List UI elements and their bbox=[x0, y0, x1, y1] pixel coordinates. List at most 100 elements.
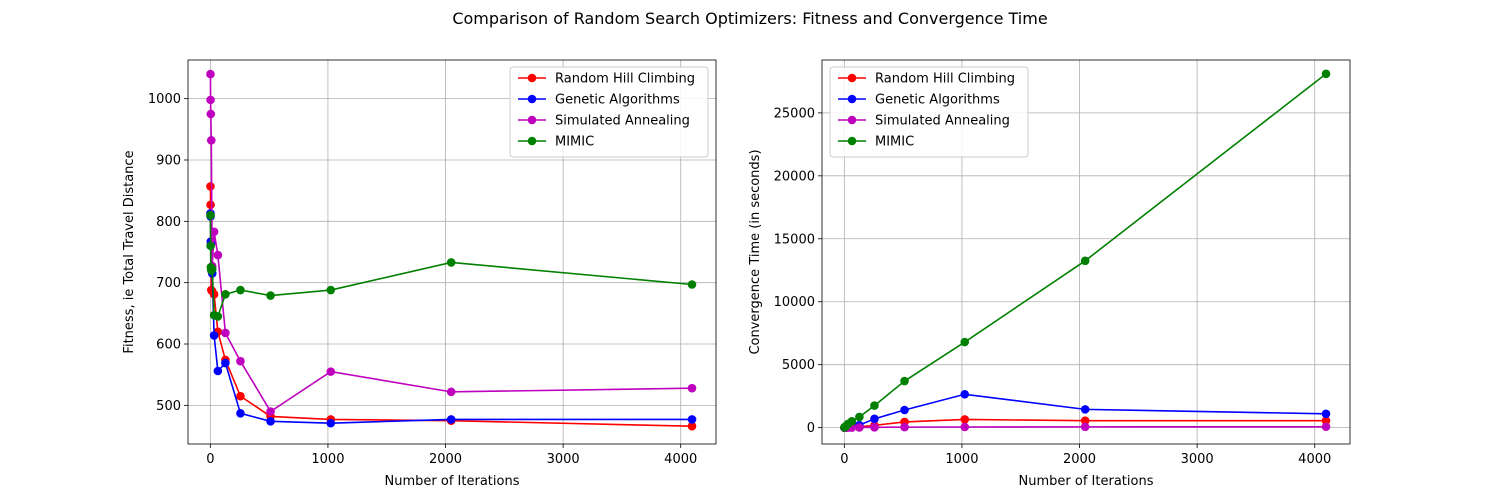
data-point bbox=[960, 337, 970, 347]
data-point bbox=[236, 391, 245, 401]
data-point bbox=[206, 241, 215, 251]
legend-marker bbox=[847, 73, 857, 83]
data-point bbox=[960, 389, 970, 399]
data-point bbox=[326, 367, 336, 376]
data-point bbox=[960, 415, 970, 424]
axes-frame bbox=[821, 59, 1351, 445]
y-tick-label: 500 bbox=[156, 399, 181, 414]
data-point bbox=[1321, 422, 1331, 432]
legend-item-mimic: MIMIC bbox=[838, 135, 914, 150]
data-point bbox=[960, 422, 970, 432]
y-tick-label: 0 bbox=[807, 421, 815, 436]
data-point bbox=[687, 415, 697, 424]
data-point bbox=[209, 331, 219, 340]
y-tick-label: 800 bbox=[156, 215, 181, 230]
figure-title: Comparison of Random Search Optimizers: … bbox=[452, 9, 1047, 28]
legend-label: Simulated Annealing bbox=[555, 114, 690, 129]
data-point bbox=[326, 418, 336, 428]
legend-item-random-hill-climbing: Random Hill Climbing bbox=[518, 72, 695, 87]
data-point bbox=[209, 227, 219, 237]
data-point bbox=[206, 136, 216, 145]
x-tick-label: 3000 bbox=[1181, 452, 1214, 467]
y-tick-label: 700 bbox=[156, 276, 181, 291]
data-point bbox=[236, 285, 245, 295]
legend-marker bbox=[847, 115, 857, 125]
y-tick-label: 600 bbox=[156, 338, 181, 353]
legend: Random Hill Climbing Genetic Algorithms Si… bbox=[509, 66, 709, 158]
axes-frame bbox=[187, 59, 717, 445]
y-tick-label: 20000 bbox=[774, 169, 815, 184]
data-point bbox=[1080, 416, 1090, 426]
legend-label: Simulated Annealing bbox=[875, 114, 1010, 129]
y-tick-label: 900 bbox=[156, 153, 181, 168]
data-point bbox=[209, 290, 219, 299]
legend-marker bbox=[527, 73, 537, 83]
legend-item-genetic-algorithms: Genetic Algorithms bbox=[518, 93, 680, 108]
data-point bbox=[870, 414, 879, 424]
data-point bbox=[1321, 416, 1331, 426]
legend-item-simulated-annealing: Simulated Annealing bbox=[518, 114, 690, 129]
x-tick-label: 1000 bbox=[945, 452, 978, 467]
data-point bbox=[206, 69, 215, 79]
data-point bbox=[206, 200, 215, 210]
data-point bbox=[687, 383, 697, 393]
data-point bbox=[206, 210, 215, 220]
legend-marker bbox=[527, 136, 537, 146]
data-point bbox=[900, 422, 909, 432]
data-point bbox=[266, 407, 275, 416]
data-point bbox=[213, 366, 223, 376]
data-point bbox=[900, 376, 909, 386]
data-point bbox=[687, 280, 697, 289]
data-point bbox=[870, 423, 879, 432]
y-tick-label: 25000 bbox=[774, 106, 815, 121]
data-point bbox=[266, 291, 275, 300]
y-tick-label: 1000 bbox=[148, 92, 181, 107]
data-point bbox=[1321, 69, 1331, 79]
legend-label: Random Hill Climbing bbox=[875, 72, 1015, 87]
legend-label: MIMIC bbox=[875, 135, 914, 150]
fitness-chart: 0 1000 2000 3000 4000 500 600 700 800 900 1000 Numb… bbox=[122, 59, 717, 489]
legend-marker bbox=[527, 94, 537, 104]
y-tick-label: 10000 bbox=[774, 295, 815, 310]
data-point bbox=[847, 417, 857, 426]
data-point bbox=[687, 421, 697, 431]
legend-box bbox=[509, 66, 709, 158]
legend-marker bbox=[847, 136, 857, 146]
data-point bbox=[206, 95, 215, 105]
legend-marker bbox=[847, 94, 857, 104]
y-tick-label: 5000 bbox=[782, 358, 815, 373]
legend-label: Genetic Algorithms bbox=[555, 93, 680, 108]
data-point bbox=[446, 387, 456, 397]
y-axis-label: Convergence Time (in seconds) bbox=[748, 149, 763, 354]
data-point bbox=[206, 109, 216, 119]
x-tick-label: 2000 bbox=[429, 452, 462, 467]
x-tick-label: 3000 bbox=[547, 452, 580, 467]
legend-label: Random Hill Climbing bbox=[555, 72, 695, 87]
data-point bbox=[326, 285, 336, 295]
legend-box bbox=[829, 66, 1029, 158]
data-point bbox=[236, 409, 245, 418]
x-tick-label: 2000 bbox=[1063, 452, 1096, 467]
legend-item-random-hill-climbing: Random Hill Climbing bbox=[838, 72, 1015, 87]
legend: Random Hill Climbing Genetic Algorithms Si… bbox=[829, 66, 1029, 158]
data-point bbox=[870, 401, 879, 410]
x-tick-label: 4000 bbox=[1298, 452, 1331, 467]
data-point bbox=[1080, 256, 1090, 266]
series-mimic bbox=[840, 69, 1331, 432]
data-point bbox=[1080, 422, 1090, 432]
y-axis-label: Fitness, ie Total Travel Distance bbox=[122, 150, 137, 353]
data-point bbox=[221, 328, 230, 338]
data-point bbox=[221, 358, 230, 368]
y-tick-label: 15000 bbox=[774, 232, 815, 247]
x-tick-label: 1000 bbox=[311, 452, 344, 467]
data-point bbox=[213, 312, 223, 321]
x-tick-label: 0 bbox=[840, 452, 848, 467]
data-point bbox=[446, 415, 456, 424]
convergence-time-chart: 0 1000 2000 3000 4000 0 5000 10000 15000 20000 250… bbox=[748, 59, 1351, 489]
data-point bbox=[266, 417, 275, 426]
data-point bbox=[855, 412, 864, 422]
data-point bbox=[855, 423, 864, 432]
data-point bbox=[221, 290, 230, 299]
data-point bbox=[1080, 405, 1090, 414]
legend-item-genetic-algorithms: Genetic Algorithms bbox=[838, 93, 1000, 108]
